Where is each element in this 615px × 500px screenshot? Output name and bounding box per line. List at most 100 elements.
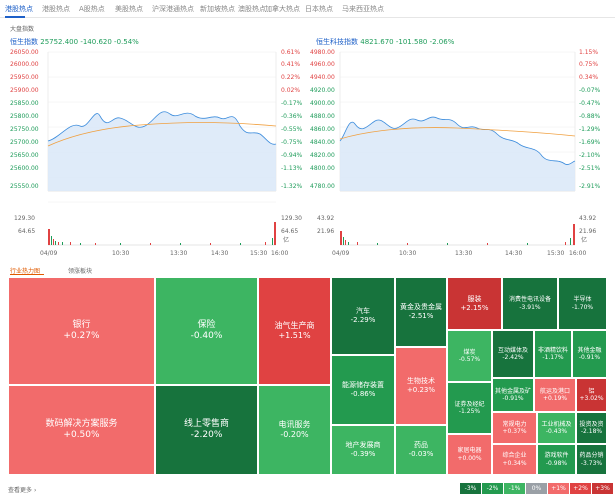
hsi-ypc-5: -0.36% [281, 113, 303, 120]
cell-name: 汽车 [356, 307, 370, 316]
cell-name: 家居电器 [457, 447, 482, 454]
tab-au-hot[interactable]: 澳股热点 [238, 5, 266, 13]
hst-vol-l1: 21.96 [317, 228, 334, 235]
hstech-x-labels: 04/09 10:30 13:30 14:30 15:30 16:00 [332, 250, 586, 257]
cell-name: 铝 [588, 387, 595, 395]
cell-name: 银行 [72, 319, 91, 330]
hsi-area [48, 111, 276, 191]
cell-value: +0.00% [457, 454, 482, 462]
hst-yp-8: 4820.00 [310, 152, 335, 159]
cell-value: -3.73% [580, 459, 603, 467]
color-legend: -3% -2% -1% 0% +1% +2% +3% [459, 483, 613, 494]
hst-ypc-7: -1.69% [579, 139, 601, 146]
hsi-pct: -0.54% [114, 38, 139, 46]
heatmap-cell[interactable]: 线上零售商 -2.20% [155, 385, 258, 475]
cell-name: 生物技术 [407, 377, 435, 386]
tab-hk-hot[interactable]: 港股热点 [5, 5, 33, 13]
tab-jp-hot[interactable]: 日本热点 [305, 5, 333, 13]
cell-value: -3.91% [519, 303, 541, 311]
heatmap-cell[interactable]: 综合企业 +0.34% [492, 444, 537, 475]
heatmap-cell[interactable]: 煤炭 -0.57% [447, 330, 492, 382]
heatmap-cell[interactable]: 非酒精饮料 -1.17% [534, 330, 572, 378]
tab-sg-hot[interactable]: 新加坡热点 [200, 5, 235, 13]
cell-name: 药品分销 [579, 452, 604, 459]
hsi-ypc-0: 0.61% [281, 49, 300, 56]
heatmap-cell[interactable]: 银行 +0.27% [8, 277, 155, 385]
heatmap-cell[interactable]: 投资及资 -2.18% [576, 412, 607, 444]
tab-us-hot[interactable]: 美股热点 [115, 5, 143, 13]
heatmap-cell[interactable]: 生物技术 +0.23% [395, 347, 447, 425]
heatmap-cell[interactable]: 药品分销 -3.73% [576, 444, 607, 475]
hsi-ypc-10: -1.32% [281, 183, 303, 190]
hsi-yp-4: 25850.00 [10, 100, 39, 107]
hstech-title[interactable]: 恒生科技指数 4821.670 -101.580 -2.06% [316, 37, 454, 47]
heatmap-cell[interactable]: 常规电力 +0.37% [492, 412, 537, 444]
heatmap-cell[interactable]: 能源储存装置 -0.86% [331, 355, 395, 425]
legend-item: -1% [504, 483, 525, 494]
subtab-indicator [10, 274, 44, 275]
hst-x-4: 15:30 [547, 250, 564, 257]
cell-name: 数码解决方案服务 [45, 418, 118, 429]
cell-value: +0.23% [406, 386, 436, 394]
cell-name: 电讯服务 [278, 420, 311, 429]
cell-value: -2.42% [502, 354, 524, 361]
cell-value: -0.57% [458, 356, 481, 363]
cell-name: 线上零售商 [183, 418, 229, 429]
cell-value: -2.51% [408, 312, 434, 320]
cell-value: -0.91% [502, 395, 524, 402]
heatmap-cell[interactable]: 半导体 -1.70% [558, 277, 607, 330]
heatmap-cell[interactable]: 汽车 -2.29% [331, 277, 395, 355]
heatmap-cell[interactable]: 其他金融 -0.91% [572, 330, 607, 378]
legend-item: +1% [548, 483, 569, 494]
heatmap-cell[interactable]: 工业机械及 -0.43% [537, 412, 576, 444]
heatmap-cell[interactable]: 证券及经纪 -1.25% [447, 382, 492, 434]
heatmap-cell[interactable]: 航运及港口 +0.19% [534, 378, 576, 412]
heatmap-cell[interactable]: 黄金及贵金属 -2.51% [395, 277, 447, 347]
hsi-vol-l1: 64.65 [18, 228, 35, 235]
heatmap-cell[interactable]: 电讯服务 -0.20% [258, 385, 331, 475]
tab-leading-sectors[interactable]: 领涨板块 [68, 268, 93, 275]
cell-value: -0.98% [545, 459, 568, 467]
heatmap-cell[interactable]: 服装 +2.15% [447, 277, 502, 330]
tab-my-hot[interactable]: 马来西亚热点 [342, 5, 384, 13]
tab-a-share-hot[interactable]: A股热点 [79, 5, 105, 13]
heatmap-cell[interactable]: 互动媒体及 -2.42% [492, 330, 534, 378]
cell-value: +1.51% [278, 331, 311, 340]
hsi-price-line [47, 111, 277, 145]
cell-value: +0.50% [63, 430, 100, 440]
hst-yp-7: 4840.00 [310, 139, 335, 146]
tab-connect-hot[interactable]: 沪深港通热点 [152, 5, 194, 13]
hstech-y-pct-labels: 1.15% 0.75% 0.34% [579, 49, 598, 81]
hsi-ypc-6: -0.55% [281, 126, 303, 133]
heatmap-cell[interactable]: 其他金属及矿 -0.91% [492, 378, 534, 412]
heatmap-cell[interactable]: 游戏软件 -0.98% [537, 444, 576, 475]
footer: 查看更多 › -3% -2% -1% 0% +1% +2% +3% [0, 479, 615, 500]
hst-ypc-5: -0.88% [579, 113, 601, 120]
hst-yp-3: 4920.00 [310, 87, 335, 94]
view-more-link[interactable]: 查看更多 › [8, 485, 36, 494]
cell-value: -0.03% [408, 450, 434, 458]
heatmap-cell[interactable]: 地产发展商 -0.39% [331, 425, 395, 475]
heatmap-cell[interactable]: 家居电器 +0.00% [447, 434, 492, 475]
hst-ypc-8: -2.10% [579, 152, 601, 159]
hsi-ypc-3: 0.02% [281, 87, 300, 94]
hsi-vol-r1: 64.65 [281, 228, 298, 235]
heatmap-cell[interactable]: 消费性电讯设备 -3.91% [502, 277, 558, 330]
heatmap-cell[interactable]: 铝 +3.02% [576, 378, 607, 412]
tab-ca-hot[interactable]: 加拿大热点 [265, 5, 300, 13]
tab-industry-heatmap[interactable]: 行业热力图 [10, 268, 41, 275]
heatmap-cell[interactable]: 药品 -0.03% [395, 425, 447, 475]
hsi-title[interactable]: 恒生指数 25752.400 -140.620 -0.54% [10, 37, 139, 47]
hsi-y-pct-labels-neg: -0.17% -0.36% -0.55% -0.75% -0.94% -1.13… [281, 100, 303, 190]
tab-hk-hot-2[interactable]: 港股热点 [42, 5, 70, 13]
hsi-yp-10: 25550.00 [10, 183, 39, 190]
cell-name: 地产发展商 [345, 441, 381, 450]
cell-value: -0.39% [350, 450, 376, 458]
legend-item: -2% [482, 483, 503, 494]
heatmap-cell[interactable]: 数码解决方案服务 +0.50% [8, 385, 155, 475]
cell-name: 服装 [467, 294, 482, 303]
cell-value: -0.86% [350, 390, 376, 398]
heatmap-cell[interactable]: 油气生产商 +1.51% [258, 277, 331, 385]
heatmap-cell[interactable]: 保险 -0.40% [155, 277, 258, 385]
hsi-yp-1: 26000.00 [10, 61, 39, 68]
